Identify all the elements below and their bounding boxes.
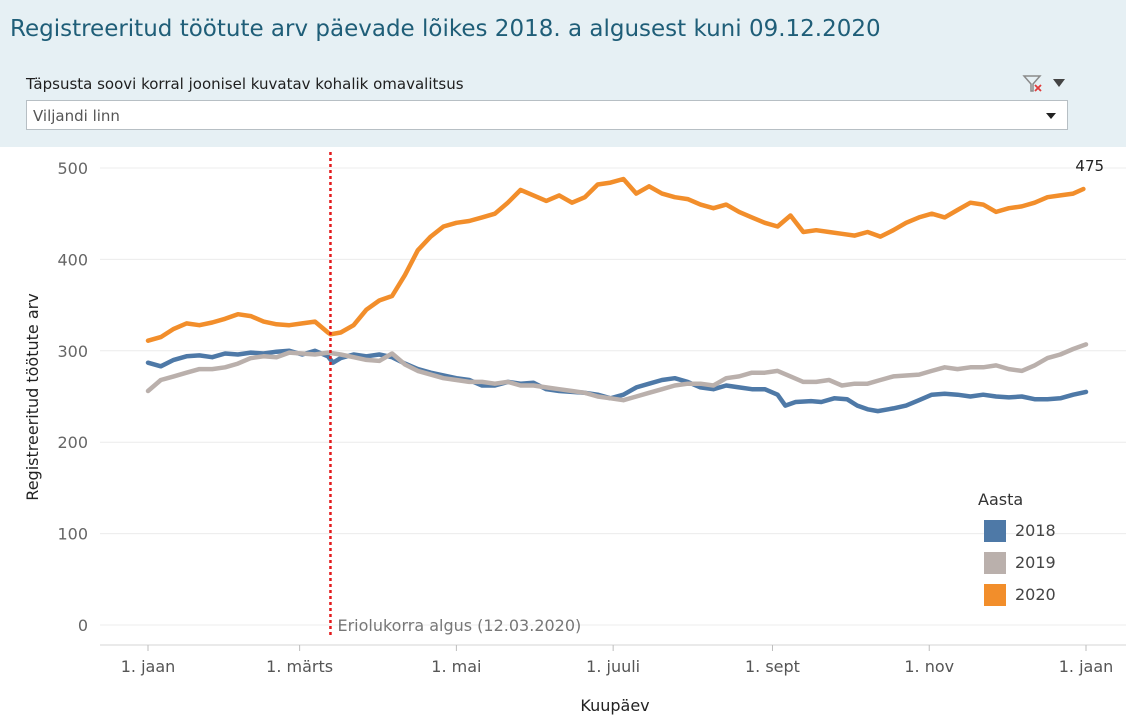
x-tick-label: 1. sept [745,657,800,676]
x-tick-label: 1. mai [431,657,481,676]
y-tick-label: 500 [57,159,88,178]
series-line-2019[interactable] [145,342,1089,403]
x-tick-label: 1. jaan [1059,657,1114,676]
legend-item-2020[interactable]: 2020 [978,583,1108,615]
page-title: Registreeritud töötute arv päevade lõike… [10,16,881,42]
chevron-down-icon[interactable] [1046,113,1056,119]
x-tick-label: 1. nov [904,657,954,676]
x-axis-ticks: 1. jaan 1. märts 1. mai 1. juuli 1. sept 1. n… [121,645,1114,676]
legend-item-2019[interactable]: 2019 [978,551,1108,583]
legend-label: 2020 [1015,585,1056,604]
legend-title: Aasta [978,490,1024,509]
x-axis-label: Kuupäev [580,696,649,715]
series-line-2020[interactable] [145,176,1086,343]
legend-swatch [984,520,1006,542]
legend-items: 2018 2019 2020 [978,519,1108,615]
x-tick-label: 1. märts [266,657,333,676]
x-tick-label: 1. jaan [121,657,176,676]
legend-swatch [984,584,1006,606]
end-value-label: 475 [1075,157,1104,175]
legend-label: 2018 [1015,521,1056,540]
y-axis-ticks: 0 100 200 300 400 500 [57,159,88,635]
y-axis-label: Registreeritud töötute arv [23,293,42,500]
series-lines [145,176,1089,414]
y-tick-label: 400 [57,250,88,269]
legend-swatch [984,552,1006,574]
filter-icons-svg [1022,75,1065,92]
legend-label: 2019 [1015,553,1056,572]
filter-clear-icon[interactable] [1022,75,1042,92]
emergency-start-label: Eriolukorra algus (12.03.2020) [337,616,581,635]
municipality-select-value: Viljandi linn [33,107,120,125]
filter-label: Täpsusta soovi korral joonisel kuvatav k… [26,75,464,93]
legend-item-2018[interactable]: 2018 [978,519,1108,551]
grid-lines [100,167,1126,646]
municipality-select[interactable]: Viljandi linn [26,100,1068,130]
filter-controls [1022,73,1068,95]
caret-down-icon[interactable] [1053,79,1065,87]
y-tick-label: 300 [57,342,88,361]
legend: Aasta 2018 2019 2020 [978,490,1108,615]
y-tick-label: 0 [78,616,88,635]
y-tick-label: 200 [57,433,88,452]
header-panel: Registreeritud töötute arv päevade lõike… [0,0,1126,147]
x-tick-label: 1. juuli [586,657,640,676]
y-tick-label: 100 [57,525,88,544]
series-line-2018[interactable] [145,348,1089,414]
